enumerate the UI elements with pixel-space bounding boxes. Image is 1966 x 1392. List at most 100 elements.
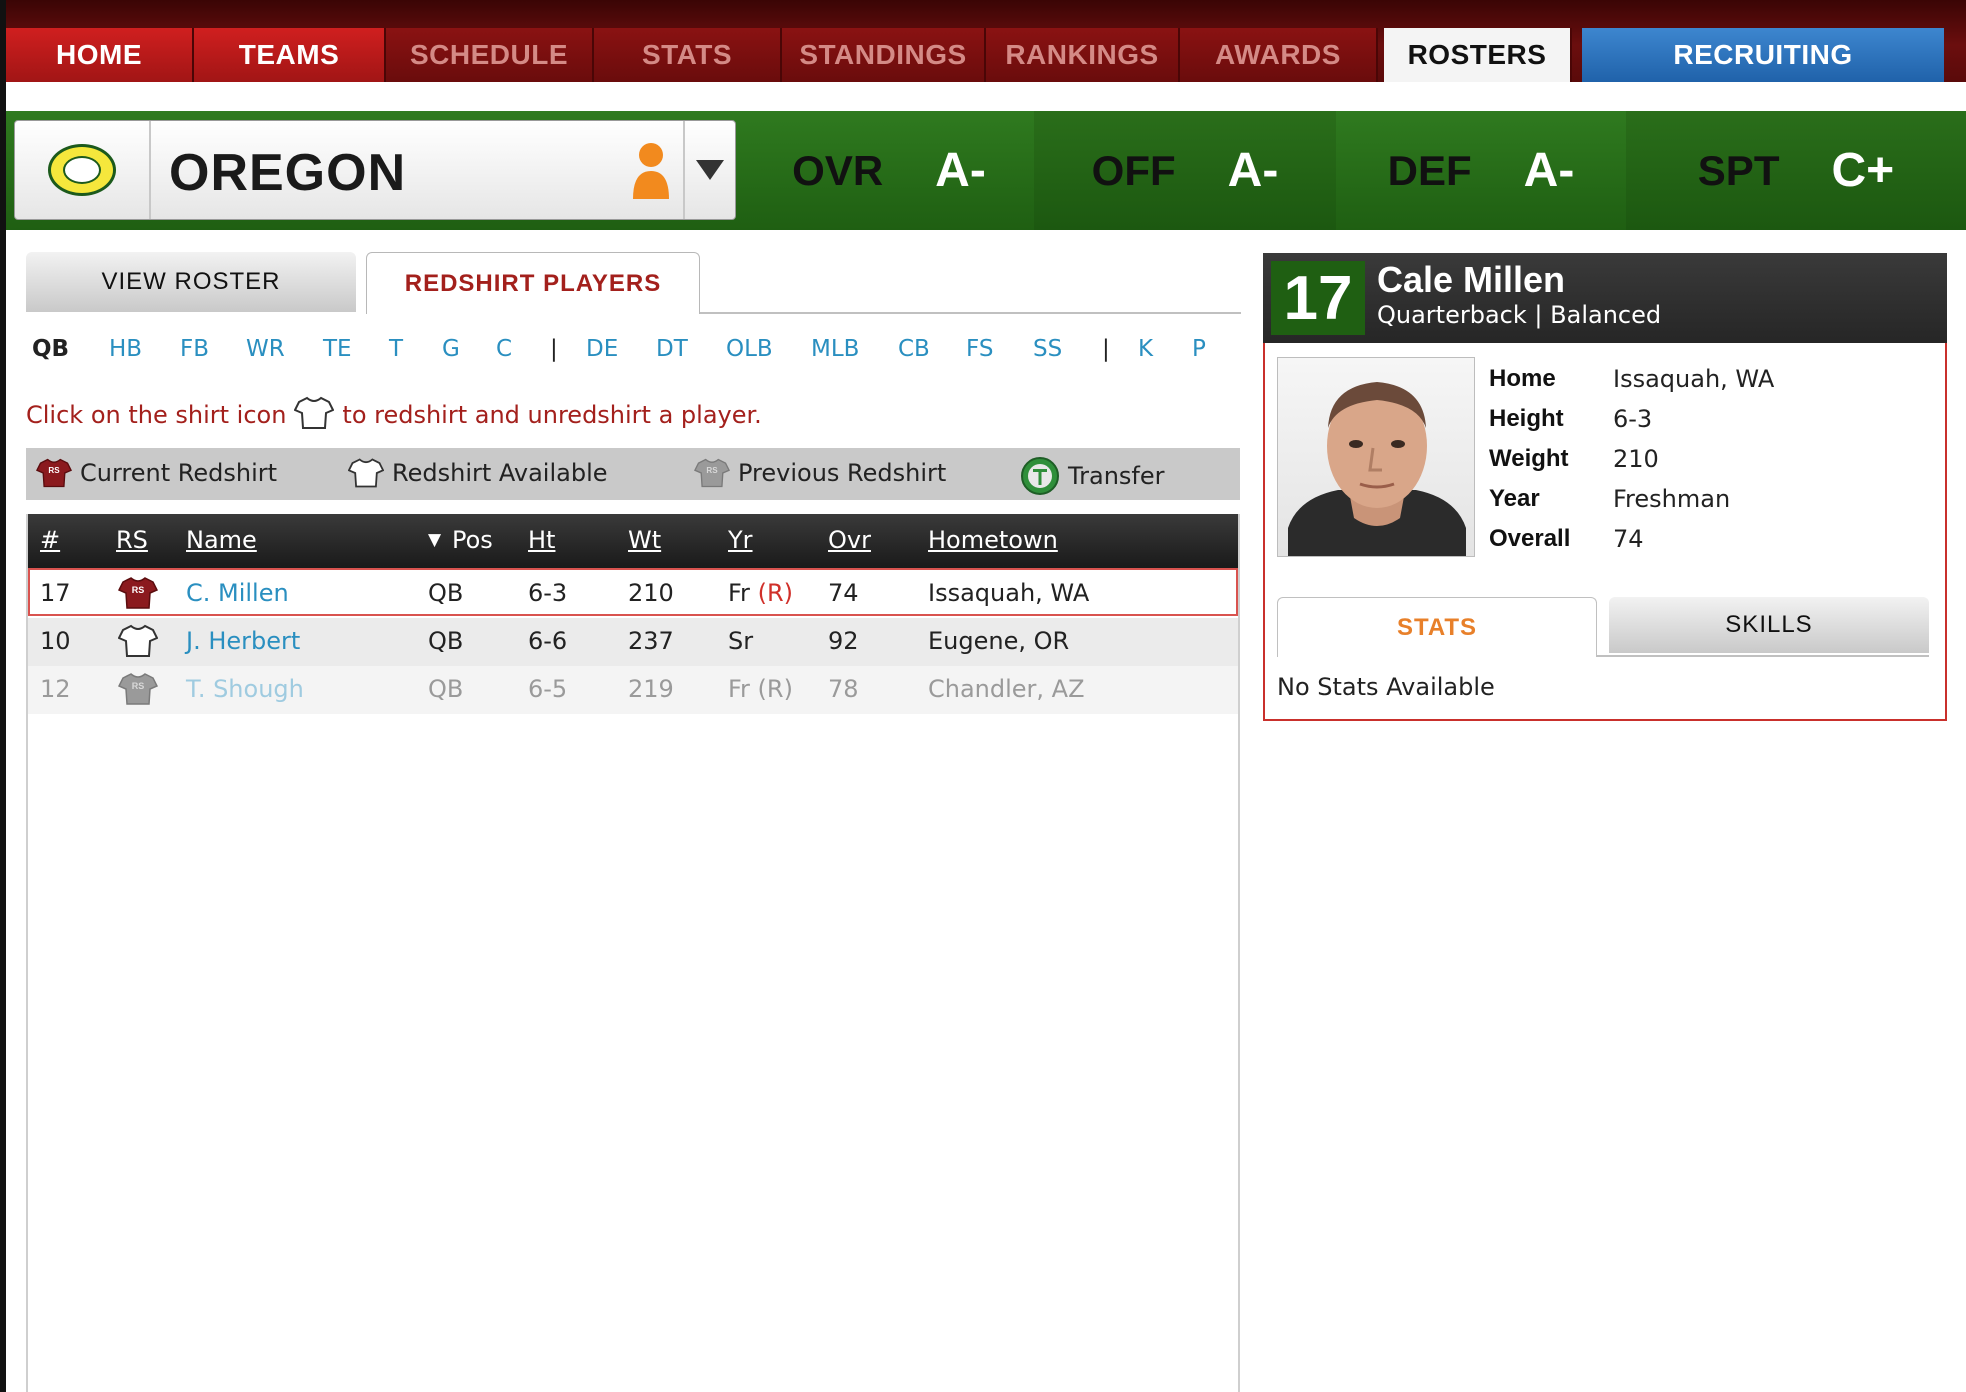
pos-filter-qb[interactable]: QB [32,336,70,362]
sort-arrow-icon: ▼ [428,530,442,550]
col-header-wt[interactable]: Wt [628,526,662,554]
col-header-name[interactable]: Name [186,526,257,554]
pos-filter-olb[interactable]: OLB [726,336,773,362]
nav-rosters[interactable]: ROSTERS [1384,28,1572,82]
col-header-pos[interactable]: Pos [452,526,493,554]
rating-def: DEF A- [1336,111,1626,230]
nav-rankings[interactable]: RANKINGS [986,28,1180,82]
shirt-badge: RS [48,466,60,475]
legend-transfer: Transfer [1020,456,1165,496]
current-redshirt-icon[interactable]: RS [117,576,159,616]
rating-value: A- [1523,144,1575,197]
col-header-yr[interactable]: Yr [728,526,753,554]
table-row[interactable]: 17 RS C. Millen QB 6-3 210 Fr (R) 74 Iss… [28,568,1238,616]
cell-hometown: Issaquah, WA [928,579,1090,607]
rating-label: DEF [1387,146,1472,194]
cell-ht: 6-3 [528,579,568,607]
pos-filter-mlb[interactable]: MLB [811,336,860,362]
rating-label: SPT [1697,146,1780,194]
pos-filter-g[interactable]: G [442,336,460,362]
player-card-header: 17 Cale Millen Quarterback | Balanced [1263,253,1947,343]
player-card: Home Issaquah, WA Height 6-3 Weight 210 Yea… [1263,343,1947,721]
redshirt-available-icon [348,458,384,488]
nav-awards[interactable]: AWARDS [1180,28,1378,82]
pos-filter-ss[interactable]: SS [1033,336,1063,362]
table-row[interactable]: 10 J. Herbert QB 6-6 237 Sr 92 Eugene, O… [28,618,1238,666]
cell-name[interactable]: J. Herbert [186,627,301,655]
rating-label: OVR [792,146,884,194]
team-selector[interactable]: OREGON [14,120,736,220]
team-logo [15,121,151,219]
col-header-ovr[interactable]: Ovr [828,526,871,554]
nav-home[interactable]: HOME [6,28,194,82]
cell-num: 12 [40,675,71,703]
pos-filter-te[interactable]: TE [323,336,352,362]
rating-value: A- [935,144,986,197]
col-header-ht[interactable]: Ht [528,526,556,554]
col-header-hometown[interactable]: Hometown [928,526,1058,554]
subtitle-divider: | [1534,301,1543,329]
cell-pos: QB [428,627,464,655]
pos-filter-dt[interactable]: DT [656,336,688,362]
cell-ovr: 78 [828,675,859,703]
redshirt-legend: RS Current Redshirt Redshirt Available R… [26,448,1240,500]
tab-redshirt-players[interactable]: REDSHIRT PLAYERS [366,252,700,314]
tab-stats[interactable]: STATS [1277,597,1597,657]
cell-ht: 6-6 [528,627,568,655]
cell-name[interactable]: C. Millen [186,579,289,607]
previous-redshirt-icon: RS [117,672,159,712]
cell-yr-value: Fr [728,579,750,607]
nav-recruiting[interactable]: RECRUITING [1582,28,1944,82]
table-row[interactable]: 12 RS T. Shough QB 6-5 219 Fr (R) 78 Cha… [28,666,1238,714]
legend-redshirt-available: Redshirt Available [348,456,608,490]
col-header-num[interactable]: # [40,526,61,554]
nav-standings[interactable]: STANDINGS [782,28,986,82]
tab-divider [700,312,1241,314]
cell-yr-tag: (R) [757,579,793,607]
col-header-rs[interactable]: RS [116,526,148,554]
instruction-text-before: Click on the shirt icon [26,401,287,429]
pos-filter-c[interactable]: C [496,336,513,362]
pos-filter-cb[interactable]: CB [898,336,930,362]
pos-filter-fb[interactable]: FB [180,336,210,362]
nav-schedule[interactable]: SCHEDULE [386,28,594,82]
pos-filter-k[interactable]: K [1138,336,1154,362]
rating-off: OFF A- [1034,111,1336,230]
pos-filter-hb[interactable]: HB [109,336,143,362]
cell-yr: Fr (R) [728,675,793,703]
cell-ovr: 74 [828,579,859,607]
cell-ht: 6-5 [528,675,568,703]
rating-value: C+ [1831,144,1895,197]
redshirt-available-icon[interactable] [117,624,159,664]
shirt-badge: RS [706,466,718,475]
shirt-badge: RS [132,585,145,595]
instruction-text-after: to redshirt and unredshirt a player. [342,401,762,429]
cell-yr: Fr (R) [728,579,793,607]
cell-hometown: Chandler, AZ [928,675,1085,703]
nav-stats[interactable]: STATS [594,28,782,82]
legend-label: Transfer [1068,462,1165,490]
rating-spt: SPT C+ [1626,111,1966,230]
cell-ovr: 92 [828,627,859,655]
cell-num: 17 [40,579,71,607]
rating-ovr: OVR A- [744,111,1034,230]
pos-separator: | [550,336,558,362]
cell-yr: Sr [728,627,754,655]
cell-wt: 237 [628,627,674,655]
nav-teams[interactable]: TEAMS [194,28,386,82]
previous-redshirt-icon: RS [694,458,730,488]
tab-divider [1597,655,1929,657]
chevron-down-icon[interactable] [683,121,735,219]
pos-filter-fs[interactable]: FS [966,336,994,362]
cell-wt: 219 [628,675,674,703]
player-name: Cale Millen [1377,259,1566,300]
pos-filter-p[interactable]: P [1192,336,1206,362]
tab-skills[interactable]: SKILLS [1609,597,1929,653]
pos-filter-de[interactable]: DE [586,336,619,362]
rating-label: OFF [1091,146,1176,194]
cell-name[interactable]: T. Shough [186,675,304,703]
tab-view-roster[interactable]: VIEW ROSTER [26,252,356,312]
person-icon[interactable] [631,141,671,205]
pos-filter-t[interactable]: T [389,336,404,362]
pos-filter-wr[interactable]: WR [246,336,285,362]
